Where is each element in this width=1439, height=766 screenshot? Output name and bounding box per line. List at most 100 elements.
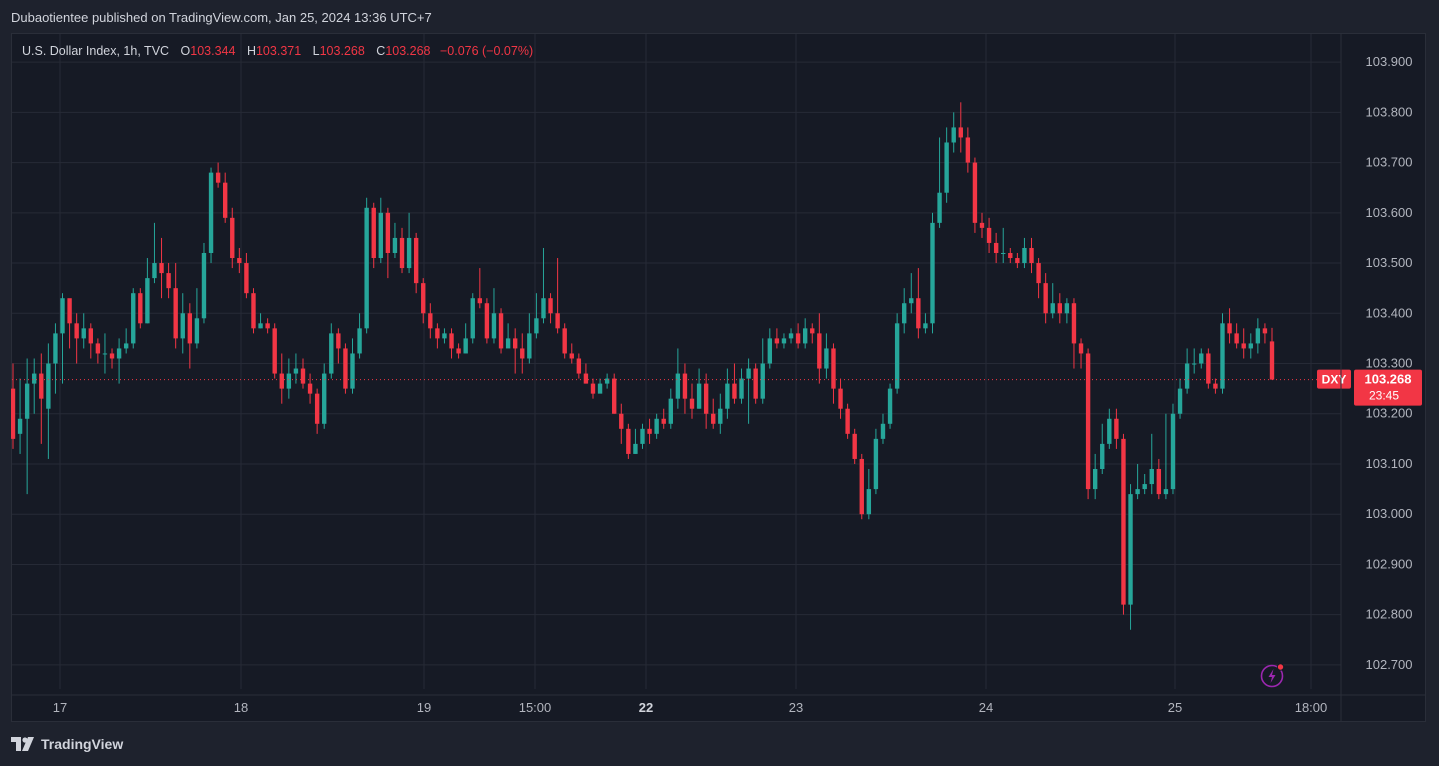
candle-body [880, 423, 886, 439]
candle-body [1149, 469, 1154, 485]
x-tick-label: 18 [234, 700, 248, 715]
tradingview-logo[interactable]: TradingView [11, 736, 123, 752]
candle-body [279, 373, 284, 389]
candle-body [265, 323, 270, 329]
candle-body [194, 318, 200, 344]
candle-body [166, 273, 171, 289]
x-tick-label: 18:00 [1295, 700, 1328, 715]
x-tick-label: 17 [53, 700, 67, 715]
candle-body [456, 348, 461, 354]
candle-body [88, 328, 93, 344]
candle-body [222, 182, 228, 218]
x-tick-label: 19 [417, 700, 431, 715]
candle-body [640, 428, 645, 444]
candle-body [817, 333, 822, 369]
candle-body [810, 328, 815, 334]
candle-body [46, 363, 51, 409]
candle-body [307, 383, 313, 394]
y-tick-label: 103.400 [1366, 305, 1413, 320]
candle-body [173, 288, 178, 339]
candle-body [866, 489, 872, 515]
x-tick-label: 15:00 [519, 700, 552, 715]
candle-body [1227, 323, 1232, 334]
candle-body [958, 127, 963, 138]
ticker-badge [1317, 369, 1351, 389]
y-tick-label: 103.300 [1366, 356, 1413, 371]
candle-body [1043, 283, 1048, 314]
candle-body [548, 298, 553, 314]
candle-body [505, 338, 511, 349]
candle-body [406, 237, 412, 269]
candle-body [1241, 343, 1246, 349]
candle-body [972, 162, 978, 223]
candle-body [562, 328, 567, 354]
candle-body [116, 348, 122, 359]
candle-body [1015, 258, 1020, 264]
candle-body [612, 378, 617, 414]
y-tick-label: 103.100 [1366, 456, 1413, 471]
candle-body [583, 373, 589, 384]
axes: 103.900 103.800 103.700 103.600 103.500 103.4… [11, 33, 1426, 722]
candle-body [435, 328, 440, 339]
candle-body [760, 363, 765, 399]
candle-body [60, 298, 65, 334]
candle-body [965, 137, 971, 163]
candle-body [1213, 383, 1218, 389]
candle-body [633, 443, 638, 454]
legend-high-value: 103.371 [255, 44, 302, 58]
candle-body [1262, 328, 1268, 334]
candle-body [520, 348, 525, 359]
candle-body [95, 343, 101, 354]
candle-body [1128, 494, 1133, 605]
tradingview-logo-text: TradingView [41, 736, 124, 752]
x-tick-label: 22 [639, 700, 653, 715]
candle-body [944, 142, 949, 193]
candle-body [902, 303, 907, 324]
ticker-label: DXY [1322, 373, 1347, 387]
y-tick-label: 103.200 [1366, 406, 1413, 421]
candle-body [1100, 443, 1105, 469]
y-tick-label: 103.500 [1366, 255, 1413, 270]
x-tick-label: 25 [1168, 700, 1182, 715]
candle-body [350, 353, 355, 389]
candle-body [753, 368, 758, 399]
candle-body [215, 172, 221, 183]
candle-body [343, 348, 348, 389]
candle-body [838, 388, 843, 409]
candle-body [1142, 484, 1147, 490]
y-tick-label: 102.900 [1366, 556, 1413, 571]
candle-body [654, 418, 659, 434]
lightning-icon[interactable] [1260, 662, 1286, 688]
candle-body [357, 328, 362, 354]
x-tick-label: 23 [789, 700, 803, 715]
candle-body [1255, 328, 1261, 344]
candle-body [1036, 263, 1041, 284]
legend-open-value: 103.344 [190, 44, 236, 58]
candle-body [244, 263, 249, 294]
candle-body [739, 378, 744, 399]
candle-body [1092, 469, 1098, 490]
legend-low-value: 103.268 [319, 44, 365, 58]
candle-body [159, 263, 164, 274]
countdown-value: 23:45 [1369, 389, 1399, 403]
candle-body [1184, 363, 1190, 389]
candle-body [24, 383, 30, 419]
candle-body [392, 237, 398, 253]
candle-body [81, 328, 86, 339]
candle-body [1071, 303, 1077, 344]
legend-close-value: 103.268 [385, 44, 431, 58]
candle-body [732, 383, 737, 399]
candle-body [795, 333, 801, 344]
legend-change: −0.076 (−0.07%) [439, 44, 534, 58]
candle-body [484, 303, 490, 339]
candle-body [541, 298, 546, 319]
overlays: DXY 103.268 23:45 [12, 369, 1422, 406]
candle-body [887, 388, 893, 424]
candle-body [286, 373, 292, 389]
candle-body [746, 368, 751, 379]
candle-body [477, 298, 483, 304]
candle-body [11, 388, 16, 439]
chart-panel[interactable] [11, 33, 1426, 722]
candle-body [689, 398, 695, 409]
